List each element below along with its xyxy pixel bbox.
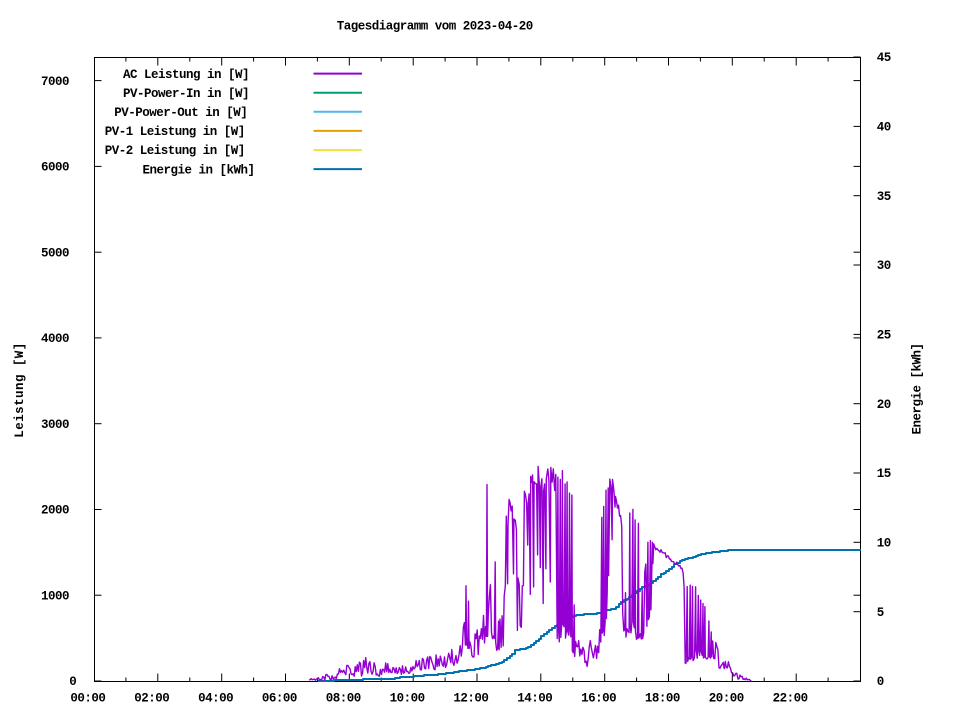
svg-text:20: 20 — [877, 398, 891, 412]
svg-text:08:00: 08:00 — [326, 692, 361, 706]
svg-text:5000: 5000 — [41, 246, 69, 260]
svg-text:06:00: 06:00 — [262, 692, 297, 706]
svg-text:2000: 2000 — [41, 504, 69, 518]
svg-text:Energie in [kWh]: Energie in [kWh] — [143, 163, 255, 177]
svg-text:0: 0 — [877, 675, 884, 689]
svg-text:PV-Power-Out in [W]: PV-Power-Out in [W] — [114, 106, 247, 120]
svg-text:16:00: 16:00 — [581, 692, 616, 706]
svg-text:45: 45 — [877, 51, 891, 65]
svg-text:10: 10 — [877, 537, 891, 551]
svg-text:20:00: 20:00 — [709, 692, 744, 706]
svg-text:Energie [kWh]: Energie [kWh] — [911, 343, 925, 434]
svg-text:14:00: 14:00 — [517, 692, 552, 706]
svg-text:4000: 4000 — [41, 332, 69, 346]
svg-text:1000: 1000 — [41, 589, 69, 603]
svg-text:AC Leistung in [W]: AC Leistung in [W] — [123, 68, 249, 82]
svg-text:PV-1 Leistung in [W]: PV-1 Leistung in [W] — [105, 125, 245, 139]
svg-text:5: 5 — [877, 606, 884, 620]
svg-text:30: 30 — [877, 259, 891, 273]
svg-text:Tagesdiagramm vom 2023-04-20: Tagesdiagramm vom 2023-04-20 — [337, 20, 533, 34]
svg-text:15: 15 — [877, 467, 891, 481]
svg-text:00:00: 00:00 — [70, 692, 105, 706]
svg-text:0: 0 — [69, 675, 76, 689]
svg-text:PV-Power-In in [W]: PV-Power-In in [W] — [123, 87, 249, 101]
svg-text:3000: 3000 — [41, 418, 69, 432]
svg-text:18:00: 18:00 — [645, 692, 680, 706]
svg-text:10:00: 10:00 — [390, 692, 425, 706]
svg-text:PV-2 Leistung in [W]: PV-2 Leistung in [W] — [105, 144, 245, 158]
svg-text:22:00: 22:00 — [773, 692, 808, 706]
svg-text:Leistung [W]: Leistung [W] — [13, 342, 27, 437]
svg-text:7000: 7000 — [41, 75, 69, 89]
svg-text:02:00: 02:00 — [134, 692, 169, 706]
svg-text:40: 40 — [877, 121, 891, 135]
svg-text:04:00: 04:00 — [198, 692, 233, 706]
svg-text:25: 25 — [877, 329, 891, 343]
svg-text:35: 35 — [877, 190, 891, 204]
svg-text:6000: 6000 — [41, 161, 69, 175]
svg-text:12:00: 12:00 — [453, 692, 488, 706]
